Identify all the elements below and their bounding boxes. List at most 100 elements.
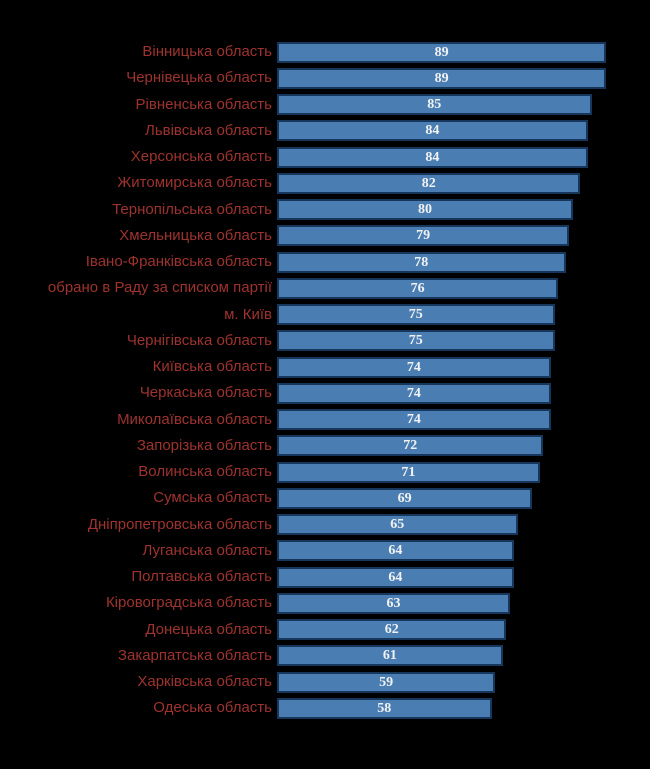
chart-row: Рівненська область 85 bbox=[0, 92, 650, 118]
bar: 84 bbox=[277, 146, 588, 168]
category-label: Полтавська область bbox=[131, 568, 272, 586]
bar: 82 bbox=[277, 172, 581, 194]
value-label: 58 bbox=[377, 700, 392, 716]
bar-chart-rows: Вінницька область 89 Чернівецька область 89… bbox=[0, 39, 650, 722]
value-label: 78 bbox=[414, 254, 429, 270]
category-label: Дніпропетровська область bbox=[87, 515, 272, 533]
value-label: 89 bbox=[434, 44, 449, 60]
value-label: 71 bbox=[401, 464, 416, 480]
chart-row: Львівська область 84 bbox=[0, 118, 650, 144]
category-label: Вінницька область bbox=[142, 43, 272, 61]
chart-row: Закарпатська область 61 bbox=[0, 643, 650, 669]
bar: 61 bbox=[277, 645, 503, 667]
category-label: Волинська область bbox=[138, 463, 272, 481]
chart-row: Херсонська область 84 bbox=[0, 144, 650, 170]
bar: 75 bbox=[277, 304, 555, 326]
category-label: Кіровоградська область bbox=[105, 594, 272, 612]
bar: 79 bbox=[277, 225, 570, 247]
chart-row: Миколаївська область 74 bbox=[0, 407, 650, 433]
chart-row: Вінницька область 89 bbox=[0, 39, 650, 65]
bar: 89 bbox=[277, 41, 607, 63]
category-label: Чернігівська область bbox=[126, 331, 272, 349]
value-label: 61 bbox=[382, 648, 397, 664]
value-label: 75 bbox=[408, 333, 423, 349]
value-label: 64 bbox=[388, 543, 403, 559]
bar: 63 bbox=[277, 592, 511, 614]
bar: 74 bbox=[277, 382, 551, 404]
bar: 84 bbox=[277, 120, 588, 142]
category-label: Хмельницька область bbox=[119, 226, 272, 244]
value-label: 63 bbox=[386, 595, 401, 611]
value-label: 89 bbox=[434, 70, 449, 86]
bar: 71 bbox=[277, 461, 540, 483]
value-label: 80 bbox=[418, 202, 432, 218]
value-label: 84 bbox=[425, 123, 440, 139]
category-label: обрано в Раду за списком партії bbox=[47, 279, 272, 297]
category-label: Чернівецька область bbox=[126, 69, 272, 87]
value-label: 76 bbox=[410, 280, 425, 296]
bar: 69 bbox=[277, 487, 533, 509]
value-label: 84 bbox=[425, 149, 440, 165]
value-label: 85 bbox=[427, 97, 442, 113]
chart-row: Хмельницька область 79 bbox=[0, 223, 650, 249]
chart-row: Івано-Франківська область 78 bbox=[0, 249, 650, 275]
category-label: Черкаська область bbox=[139, 384, 272, 402]
category-label: Запорізька область bbox=[136, 436, 272, 454]
category-label: Херсонська область bbox=[130, 148, 272, 166]
category-label: Львівська область bbox=[144, 121, 272, 139]
bar: 74 bbox=[277, 409, 551, 431]
chart-row: Волинська область 71 bbox=[0, 459, 650, 485]
category-label: Івано-Франківська область bbox=[85, 253, 272, 271]
bar: 64 bbox=[277, 540, 514, 562]
chart-row: Донецька область 62 bbox=[0, 617, 650, 643]
category-label: Житомирська область bbox=[117, 174, 272, 192]
bar: 64 bbox=[277, 566, 514, 588]
category-label: Закарпатська область bbox=[117, 646, 272, 664]
chart-row: Одеська область 58 bbox=[0, 695, 650, 721]
value-label: 74 bbox=[406, 385, 421, 401]
bar: 89 bbox=[277, 67, 607, 89]
chart-row: Дніпропетровська область 65 bbox=[0, 512, 650, 538]
category-label: Київська область bbox=[152, 358, 272, 376]
bar: 85 bbox=[277, 94, 592, 116]
chart-row: Луганська область 64 bbox=[0, 538, 650, 564]
category-label: Рівненська область bbox=[135, 95, 272, 113]
value-label: 74 bbox=[406, 412, 421, 428]
chart-row: Полтавська область 64 bbox=[0, 564, 650, 590]
value-label: 72 bbox=[403, 438, 418, 454]
chart-row: Київська область 74 bbox=[0, 354, 650, 380]
value-label: 79 bbox=[416, 228, 431, 244]
value-label: 75 bbox=[408, 307, 423, 323]
category-label: Миколаївська область bbox=[117, 410, 272, 428]
chart-row: обрано в Раду за списком партії 76 bbox=[0, 275, 650, 301]
chart-row: Черкаська область 74 bbox=[0, 380, 650, 406]
bar: 75 bbox=[277, 330, 555, 352]
value-label: 62 bbox=[384, 622, 399, 638]
bar: 59 bbox=[277, 671, 496, 693]
value-label: 69 bbox=[397, 490, 412, 506]
bar: 65 bbox=[277, 514, 518, 536]
chart-row: м. Київ 75 bbox=[0, 302, 650, 328]
bar: 74 bbox=[277, 356, 551, 378]
bar: 58 bbox=[277, 697, 492, 719]
value-label: 59 bbox=[379, 674, 394, 690]
chart-row: Чернігівська область 75 bbox=[0, 328, 650, 354]
value-label: 64 bbox=[388, 569, 403, 585]
value-label: 65 bbox=[390, 517, 405, 533]
category-label: Донецька область bbox=[145, 620, 272, 638]
bar: 72 bbox=[277, 435, 544, 457]
value-label: 82 bbox=[421, 175, 436, 191]
chart-row: Сумська область 69 bbox=[0, 485, 650, 511]
category-label: Тернопільська область bbox=[112, 200, 272, 218]
bar: 80 bbox=[277, 199, 573, 221]
chart-row: Тернопільська область 80 bbox=[0, 197, 650, 223]
chart-row: Кіровоградська область 63 bbox=[0, 590, 650, 616]
chart-row: Запорізька область 72 bbox=[0, 433, 650, 459]
chart-row: Харківська область 59 bbox=[0, 669, 650, 695]
value-label: 74 bbox=[406, 359, 421, 375]
category-label: Луганська область bbox=[142, 541, 272, 559]
chart-row: Житомирська область 82 bbox=[0, 170, 650, 196]
category-label: м. Київ bbox=[224, 305, 272, 323]
category-label: Харківська область bbox=[137, 673, 272, 691]
